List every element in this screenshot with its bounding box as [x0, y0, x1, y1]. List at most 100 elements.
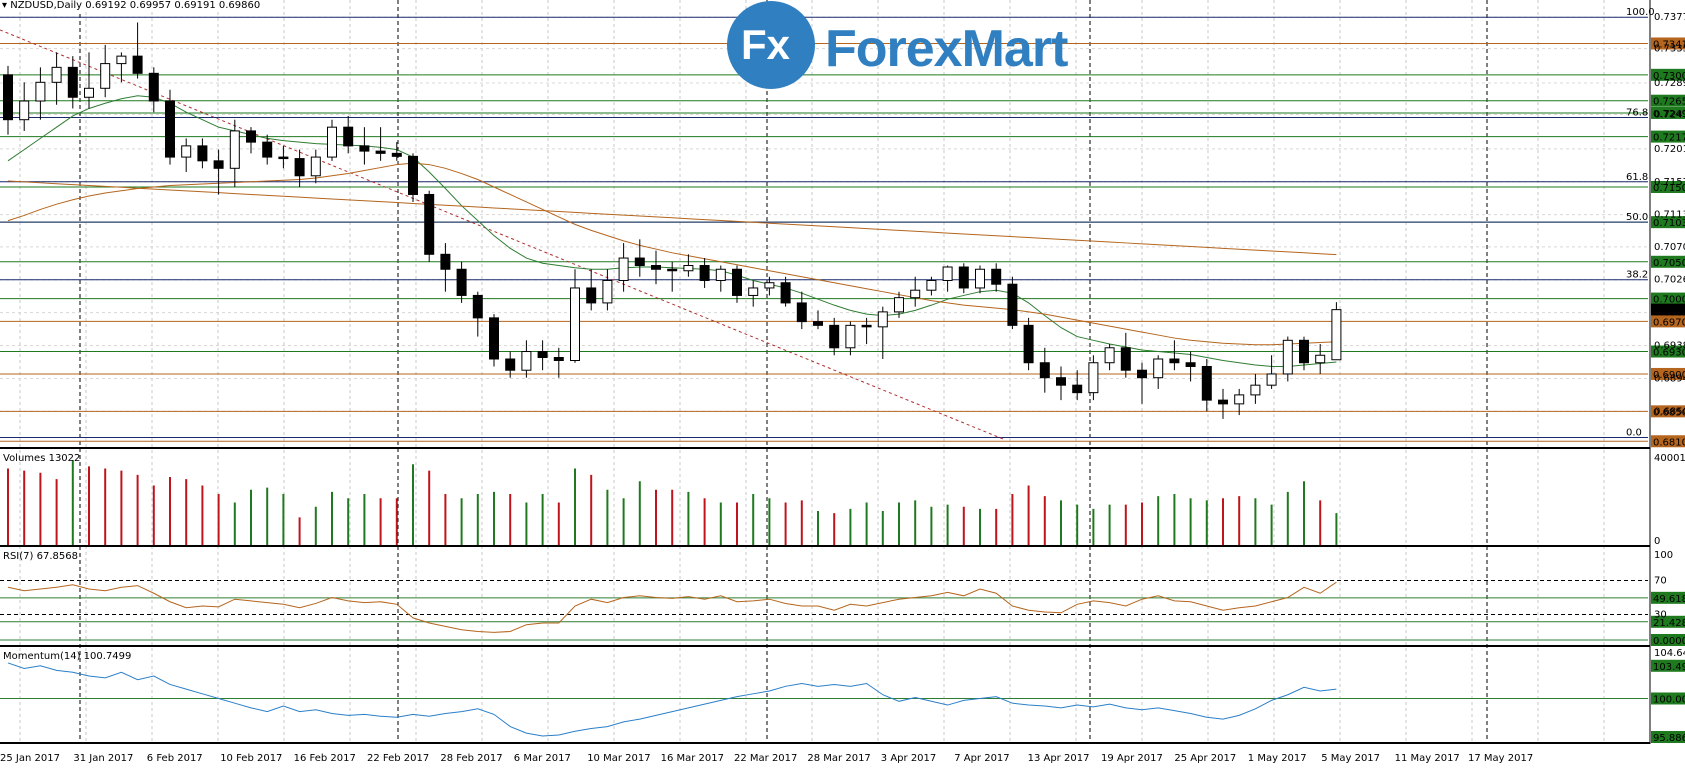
candle[interactable]	[877, 306, 888, 359]
candle[interactable]	[894, 291, 904, 318]
candle[interactable]	[845, 321, 856, 356]
candle[interactable]	[424, 190, 435, 262]
candle[interactable]	[310, 149, 321, 184]
candle[interactable]	[1153, 355, 1164, 389]
candle[interactable]	[1299, 336, 1309, 371]
candle[interactable]	[715, 265, 726, 292]
candle[interactable]	[958, 263, 969, 294]
candle[interactable]	[294, 149, 305, 187]
candle[interactable]	[456, 261, 467, 303]
candle[interactable]	[1104, 344, 1115, 371]
candle[interactable]	[181, 138, 192, 173]
x-tick-label: 3 Apr 2017	[881, 753, 936, 764]
candle-body	[570, 287, 580, 361]
candle[interactable]	[813, 310, 823, 330]
candle[interactable]	[748, 280, 759, 307]
candle[interactable]	[489, 314, 499, 367]
candle[interactable]	[586, 269, 597, 311]
candle[interactable]	[910, 276, 921, 307]
candle[interactable]	[1088, 355, 1099, 401]
candle[interactable]	[505, 351, 516, 378]
candle[interactable]	[1218, 388, 1228, 419]
candle[interactable]	[570, 269, 580, 363]
candle[interactable]	[246, 127, 256, 154]
candle[interactable]	[1331, 302, 1342, 361]
candle[interactable]	[942, 265, 953, 292]
price-tag-bg	[1651, 255, 1685, 268]
candle[interactable]	[165, 89, 175, 165]
candle[interactable]	[1250, 373, 1261, 404]
candle[interactable]	[651, 250, 661, 285]
candle[interactable]	[699, 258, 710, 288]
candle[interactable]	[1201, 359, 1212, 412]
symbol-header: ▾ NZDUSD,Daily 0.69192 0.69957 0.69191 0…	[2, 0, 261, 11]
candle[interactable]	[327, 119, 337, 161]
candle[interactable]	[35, 67, 46, 120]
candle[interactable]	[408, 153, 418, 202]
candle[interactable]	[359, 127, 370, 165]
candle[interactable]	[521, 340, 532, 378]
candle[interactable]	[278, 145, 289, 169]
candle[interactable]	[132, 22, 143, 79]
candle[interactable]	[1169, 340, 1180, 371]
candle[interactable]	[440, 243, 451, 292]
candle[interactable]	[683, 254, 694, 277]
candle-body	[84, 87, 94, 98]
candle[interactable]	[1039, 347, 1050, 393]
candle[interactable]	[537, 340, 548, 371]
candle[interactable]	[262, 134, 273, 165]
candle[interactable]	[148, 67, 159, 113]
candle[interactable]	[1007, 276, 1018, 330]
candle[interactable]	[861, 317, 872, 345]
candle[interactable]	[213, 149, 224, 195]
candle[interactable]	[796, 291, 807, 330]
candle-body	[861, 324, 872, 328]
candle[interactable]	[764, 276, 775, 296]
candle[interactable]	[197, 138, 208, 169]
candle[interactable]	[1315, 344, 1326, 374]
ma-long-line	[7, 180, 1337, 256]
price-tag-label: 0.69703	[1653, 317, 1685, 328]
candle[interactable]	[1023, 317, 1034, 371]
candle[interactable]	[343, 115, 354, 154]
candle[interactable]	[618, 243, 629, 292]
candle[interactable]	[391, 142, 402, 161]
candle[interactable]	[991, 263, 1002, 292]
candle[interactable]	[19, 82, 30, 131]
candle[interactable]	[229, 119, 240, 187]
candle[interactable]	[602, 269, 613, 311]
candle[interactable]	[1266, 355, 1277, 389]
candle[interactable]	[84, 52, 94, 109]
candle[interactable]	[100, 44, 111, 98]
candle[interactable]	[375, 127, 386, 161]
candle[interactable]	[1234, 388, 1245, 416]
candle[interactable]	[667, 261, 678, 292]
candle[interactable]	[1282, 336, 1293, 382]
candle[interactable]	[67, 56, 78, 109]
candle[interactable]	[829, 317, 840, 356]
candle[interactable]	[1056, 366, 1066, 401]
candle[interactable]	[634, 239, 645, 277]
candle[interactable]	[732, 265, 742, 303]
candle[interactable]	[1120, 332, 1131, 378]
candle[interactable]	[780, 276, 791, 307]
candle[interactable]	[472, 291, 483, 337]
candle[interactable]	[1072, 370, 1083, 401]
candle[interactable]	[1185, 351, 1196, 382]
candle[interactable]	[51, 52, 62, 105]
fib-label: 38.2	[1626, 270, 1648, 281]
candle[interactable]	[926, 276, 937, 296]
candle[interactable]	[975, 265, 985, 294]
candle[interactable]	[116, 52, 127, 83]
momentum-tag-label: 100.0000	[1653, 694, 1685, 705]
candle[interactable]	[553, 347, 564, 378]
candle[interactable]	[1137, 362, 1147, 404]
logo-mark-icon	[727, 1, 815, 89]
candle[interactable]	[3, 65, 13, 135]
